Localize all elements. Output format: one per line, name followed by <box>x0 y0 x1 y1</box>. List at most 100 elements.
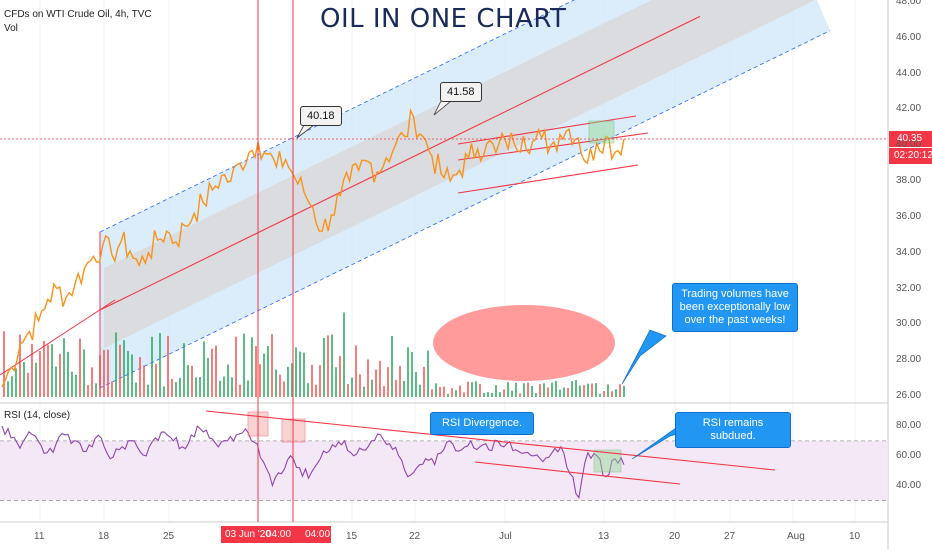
volume-bar <box>179 378 181 397</box>
volume-bar <box>331 334 333 397</box>
time-tick-label: 15 <box>346 531 357 542</box>
volume-bar <box>279 375 281 397</box>
volume-bar <box>107 350 109 397</box>
volume-bar <box>215 346 217 397</box>
volume-bar <box>475 381 477 397</box>
rsi-tick-label: 80.00 <box>896 420 921 431</box>
volume-bar <box>159 333 161 397</box>
volume-bar <box>79 338 81 397</box>
volume-bar <box>119 345 121 397</box>
volume-bar <box>231 377 233 397</box>
peak1-price-label: 40.18 <box>300 106 342 126</box>
volume-bar <box>591 384 593 397</box>
price-tick-label: 28.00 <box>896 354 921 365</box>
volume-bar <box>447 394 449 397</box>
volume-bar <box>275 370 277 397</box>
volume-bar <box>563 388 565 397</box>
price-tick-label: 32.00 <box>896 283 921 294</box>
volume-bar <box>463 392 465 397</box>
volume-bar <box>611 391 613 397</box>
volume-bar <box>143 365 145 397</box>
volume-bar <box>251 337 253 397</box>
volume-bar <box>27 373 29 397</box>
volume-bar <box>391 336 393 397</box>
time-tick-label: 27 <box>724 531 735 542</box>
volume-bar <box>187 365 189 397</box>
volume-bar <box>503 389 505 397</box>
volume-bar <box>307 383 309 397</box>
volume-bar <box>271 334 273 397</box>
volume-bar <box>407 347 409 397</box>
volume-bar <box>31 344 33 397</box>
volume-bar <box>151 337 153 397</box>
price-tick-label: 36.00 <box>896 211 921 222</box>
volume-bar <box>459 386 461 397</box>
volume-bar <box>343 312 345 397</box>
volume-bar <box>439 387 441 397</box>
volume-bar <box>363 387 365 397</box>
price-tick-label: 34.00 <box>896 247 921 258</box>
volume-bar <box>507 382 509 397</box>
volume-bar <box>483 393 485 397</box>
chart-title: OIL IN ONE CHART <box>320 4 566 34</box>
volume-bar <box>155 364 157 397</box>
time-tick-label: 11 <box>34 531 44 542</box>
volume-bar <box>227 365 229 397</box>
volume-bar <box>579 386 581 397</box>
time-tick-label: 13 <box>598 531 609 542</box>
volume-bar <box>71 372 73 397</box>
volume-bar <box>335 367 337 397</box>
current-price-badge: 40.35 <box>894 132 925 145</box>
volume-bar <box>259 364 261 397</box>
volume-bar <box>427 351 429 397</box>
volume-bar <box>91 367 93 397</box>
volume-bar <box>559 390 561 397</box>
volume-bar <box>103 350 105 397</box>
volume-bar <box>63 338 65 397</box>
volume-bar <box>123 340 125 397</box>
volume-bar <box>443 387 445 397</box>
price-tick-label: 44.00 <box>896 68 921 79</box>
volume-bar <box>495 385 497 397</box>
volume-bar <box>127 351 129 397</box>
volume-bar <box>367 359 369 397</box>
volume-bar <box>35 363 37 397</box>
volume-callout: Trading volumes have been exceptionally … <box>672 283 798 332</box>
volume-bar <box>87 385 89 397</box>
volume-bar <box>571 381 573 397</box>
crosshair-time-label-2: 04:00 <box>302 528 333 541</box>
volume-bar <box>175 382 177 397</box>
time-tick-label: 10 <box>849 531 860 542</box>
volume-bar <box>23 362 25 397</box>
volume-bar <box>239 385 241 397</box>
volume-bar <box>347 384 349 397</box>
volume-bar <box>615 389 617 397</box>
crosshair-time-label-1: 04:00 <box>263 528 294 541</box>
volume-bar <box>99 355 101 397</box>
volume-bar <box>7 381 9 397</box>
volume-bar <box>535 393 537 397</box>
volume-bar <box>419 385 421 397</box>
volume-bar <box>603 391 605 397</box>
time-tick-label: 18 <box>98 531 109 542</box>
peak2-price-label: 41.58 <box>440 82 482 102</box>
volume-bar <box>499 392 501 397</box>
volume-bar <box>199 377 201 397</box>
time-tick-label: Aug <box>787 531 805 542</box>
volume-bar <box>295 347 297 397</box>
volume-bar <box>339 356 341 397</box>
volume-bar <box>131 354 133 397</box>
volume-bar <box>207 358 209 397</box>
volume-bar <box>359 374 361 397</box>
volume-bar <box>435 383 437 397</box>
volume-bar <box>547 387 549 397</box>
price-tick-label: 48.00 <box>896 0 921 7</box>
volume-bar <box>395 380 397 397</box>
volume-bar <box>607 384 609 397</box>
rsi-divergence-callout: RSI Divergence. <box>430 412 534 435</box>
volume-bar <box>583 385 585 397</box>
volume-bar <box>15 368 17 397</box>
volume-bar <box>235 337 237 397</box>
volume-bar <box>11 376 13 397</box>
volume-bar <box>527 383 529 397</box>
